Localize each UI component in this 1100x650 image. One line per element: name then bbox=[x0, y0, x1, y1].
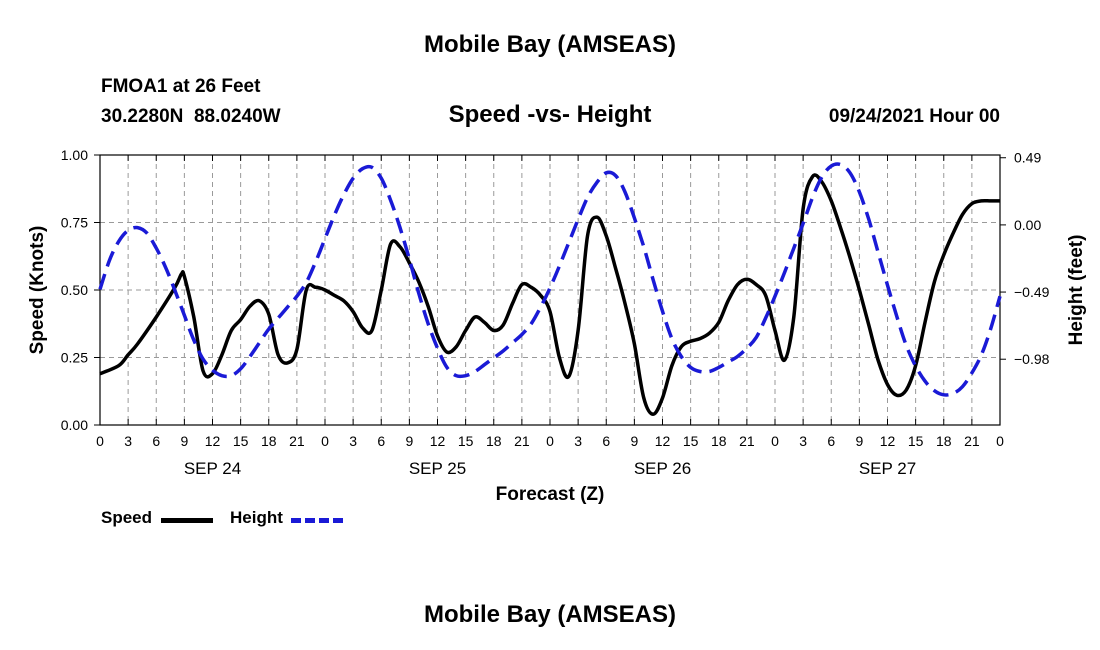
legend-speed-label: Speed bbox=[101, 508, 153, 527]
x-tick-label: 21 bbox=[964, 433, 980, 449]
x-tick-label: 3 bbox=[799, 433, 807, 449]
x-tick-label: 9 bbox=[180, 433, 188, 449]
day-label: SEP 26 bbox=[634, 459, 691, 478]
y-axis-label-right: Height (feet) bbox=[1066, 235, 1087, 346]
y-tick-label-right: 0.00 bbox=[1014, 217, 1041, 233]
x-tick-label: 18 bbox=[936, 433, 952, 449]
x-tick-label: 12 bbox=[655, 433, 671, 449]
x-tick-label: 0 bbox=[321, 433, 329, 449]
x-tick-label: 6 bbox=[827, 433, 835, 449]
x-tick-label: 3 bbox=[574, 433, 582, 449]
x-tick-label: 15 bbox=[683, 433, 699, 449]
x-tick-label: 0 bbox=[546, 433, 554, 449]
station-label: FMOA1 at 26 Feet bbox=[101, 76, 261, 97]
day-label: SEP 27 bbox=[859, 459, 916, 478]
x-tick-label: 12 bbox=[205, 433, 221, 449]
x-tick-label: 0 bbox=[996, 433, 1004, 449]
x-tick-label: 12 bbox=[880, 433, 896, 449]
y-tick-label-right: −0.49 bbox=[1014, 284, 1050, 300]
x-tick-label: 15 bbox=[908, 433, 924, 449]
x-tick-label: 21 bbox=[739, 433, 755, 449]
x-tick-label: 3 bbox=[124, 433, 132, 449]
x-tick-label: 3 bbox=[349, 433, 357, 449]
series-lines bbox=[98, 162, 1002, 416]
plot-frame bbox=[99, 154, 1001, 426]
legend-height-label: Height bbox=[230, 508, 283, 527]
y-tick-label-left: 0.00 bbox=[61, 417, 88, 433]
y-tick-label-left: 0.50 bbox=[61, 282, 88, 298]
y-tick-label-right: −0.98 bbox=[1014, 351, 1050, 367]
coordinates-label: 30.2280N 88.0240W bbox=[101, 106, 281, 127]
axes: 0 3 6 9 12 15 18 21 0 3 6 9 12 15 18 21 0 3 6 9 12 15 18 21 0 3 6 9… bbox=[61, 147, 1050, 478]
y-tick-label-left: 0.25 bbox=[61, 350, 88, 366]
top-title: Mobile Bay (AMSEAS) bbox=[423, 31, 677, 58]
chart-subtitle: Speed -vs- Height bbox=[448, 101, 652, 128]
x-tick-label: 0 bbox=[96, 433, 104, 449]
x-tick-label: 21 bbox=[514, 433, 530, 449]
x-tick-label: 6 bbox=[602, 433, 610, 449]
x-tick-label: 0 bbox=[771, 433, 779, 449]
y-axis-label-left: Speed (Knots) bbox=[27, 226, 48, 355]
date-label: 09/24/2021 Hour 00 bbox=[828, 106, 1000, 127]
x-tick-label: 12 bbox=[430, 433, 446, 449]
day-label: SEP 24 bbox=[184, 459, 241, 478]
x-tick-label: 9 bbox=[405, 433, 413, 449]
x-tick-label: 18 bbox=[261, 433, 277, 449]
x-tick-label: 6 bbox=[377, 433, 385, 449]
x-tick-label: 9 bbox=[855, 433, 863, 449]
day-label: SEP 25 bbox=[409, 459, 466, 478]
legend-height-swatch bbox=[291, 518, 343, 523]
x-tick-label: 21 bbox=[289, 433, 305, 449]
x-tick-label: 15 bbox=[233, 433, 249, 449]
x-axis-label: Forecast (Z) bbox=[496, 484, 605, 505]
speed-series-line bbox=[99, 173, 1000, 416]
x-tick-label: 6 bbox=[152, 433, 160, 449]
x-tick-label: 9 bbox=[630, 433, 638, 449]
x-tick-label: 15 bbox=[458, 433, 474, 449]
height-series-line bbox=[98, 162, 1002, 397]
x-tick-label: 18 bbox=[711, 433, 727, 449]
legend-speed-swatch bbox=[161, 518, 213, 523]
y-tick-label-right: 0.49 bbox=[1014, 150, 1041, 166]
bottom-title: Mobile Bay (AMSEAS) bbox=[423, 601, 677, 628]
y-tick-label-left: 0.75 bbox=[61, 215, 88, 231]
x-tick-label: 18 bbox=[486, 433, 502, 449]
y-tick-label-left: 1.00 bbox=[61, 147, 88, 163]
